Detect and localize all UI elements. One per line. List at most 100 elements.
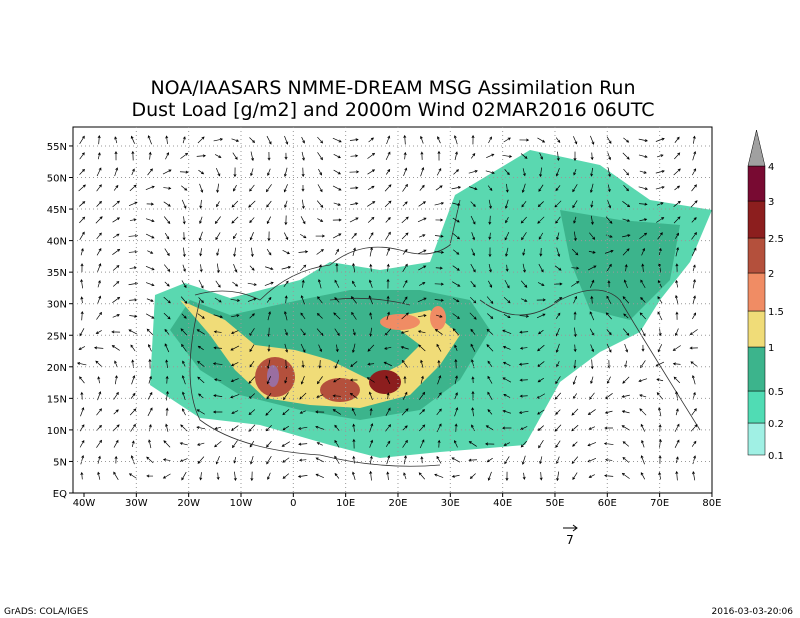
colorbar-label: 4 (768, 162, 774, 173)
wind-arrow (334, 297, 340, 303)
wind-arrow (503, 313, 511, 319)
wind-arrow (536, 298, 546, 302)
wind-arrow (80, 278, 84, 289)
wind-arrow (232, 152, 238, 160)
wind-arrow (147, 135, 152, 145)
wind-arrow (351, 343, 356, 353)
wind-arrow (555, 312, 561, 320)
wind-arrow (418, 234, 426, 238)
wind-arrow (590, 167, 594, 177)
wind-arrow (385, 375, 391, 385)
wind-arrow (266, 455, 272, 465)
wind-arrow (386, 247, 391, 256)
wind-arrow (146, 328, 154, 336)
wind-arrow (434, 473, 444, 478)
lon-tick-label: 60E (598, 498, 617, 509)
wind-arrow (350, 154, 359, 158)
wind-arrow (588, 250, 596, 254)
wind-arrow (434, 328, 443, 335)
wind-arrow (350, 186, 359, 190)
wind-arrow (146, 298, 154, 302)
wind-arrow (316, 249, 324, 255)
wind-arrow (181, 313, 187, 319)
wind-arrow (604, 426, 613, 430)
wind-arrow (692, 135, 696, 144)
wind-arrow (317, 278, 322, 289)
wind-arrow (436, 343, 442, 352)
wind-arrow (572, 200, 578, 209)
wind-arrow (198, 297, 204, 304)
wind-arrow (315, 457, 324, 463)
wind-arrow (182, 360, 186, 368)
wind-arrow (147, 168, 153, 176)
colorbar: 0.1 0.2 0.5 1 1.5 2 2.5 3 4 (747, 129, 784, 462)
wind-arrow (623, 313, 629, 319)
wind-arrow (111, 330, 121, 334)
wind-arrow (555, 167, 560, 177)
wind-arrow (386, 455, 391, 465)
wind-arrow (316, 312, 323, 319)
wind-arrow (300, 264, 307, 272)
wind-arrow (317, 152, 323, 161)
wind-arrow (471, 134, 475, 145)
wind-arrow (621, 425, 631, 431)
wind-arrow (250, 151, 255, 162)
wind-arrow (163, 312, 171, 320)
wind-arrow (386, 263, 390, 272)
wind-arrow (165, 390, 169, 401)
wind-arrow (79, 216, 86, 224)
wind-arrow (162, 473, 171, 479)
wind-arrow (674, 439, 680, 448)
wind-arrow (673, 216, 681, 224)
wind-arrow (165, 423, 169, 432)
wind-arrow (112, 233, 120, 239)
wind-arrow (299, 233, 307, 239)
colorbar-label: 2 (768, 269, 774, 280)
wind-arrow (145, 185, 155, 190)
wind-arrow (315, 410, 325, 414)
wind-arrow (350, 296, 357, 304)
wind-arrow (165, 359, 169, 369)
wind-arrow (283, 232, 289, 241)
wind-arrow (315, 425, 325, 430)
wind-arrow (334, 424, 340, 431)
wind-arrow (198, 169, 205, 175)
wind-arrow (232, 440, 238, 449)
wind-arrow (590, 376, 594, 385)
wind-arrow (435, 185, 443, 191)
wind-arrow (402, 391, 408, 400)
wind-arrow (590, 135, 595, 145)
wind-arrow (301, 151, 305, 161)
wind-arrow (318, 168, 322, 176)
dust-area-very-high (380, 314, 420, 330)
wind-arrow (198, 393, 204, 399)
wind-arrow (367, 185, 375, 191)
wind-arrow (250, 471, 254, 482)
wind-arrow (537, 329, 544, 335)
wind-arrow (145, 265, 155, 271)
wind-arrow (454, 392, 458, 400)
wind-arrow (403, 151, 407, 160)
wind-arrow (130, 423, 136, 432)
wind-arrow (607, 200, 612, 209)
wind-arrow (470, 343, 476, 352)
wind-reference-arrow (572, 524, 578, 532)
wind-arrow (165, 152, 170, 160)
wind-arrow (352, 328, 356, 336)
wind-arrow (537, 201, 544, 208)
wind-arrow (470, 152, 476, 159)
wind-arrow (520, 280, 528, 288)
wind-arrow (487, 375, 493, 384)
wind-arrow (298, 442, 308, 446)
wind-arrow (366, 377, 375, 383)
wind-arrow (266, 216, 272, 225)
wind-arrow (80, 248, 84, 256)
colorbar-box (747, 237, 766, 274)
wind-arrow (352, 280, 356, 287)
wind-arrow (386, 392, 390, 400)
wind-arrow (332, 137, 342, 143)
wind-arrow (555, 409, 561, 415)
wind-arrow (129, 184, 137, 192)
wind-arrow (199, 199, 203, 209)
wind-arrow (248, 376, 256, 384)
